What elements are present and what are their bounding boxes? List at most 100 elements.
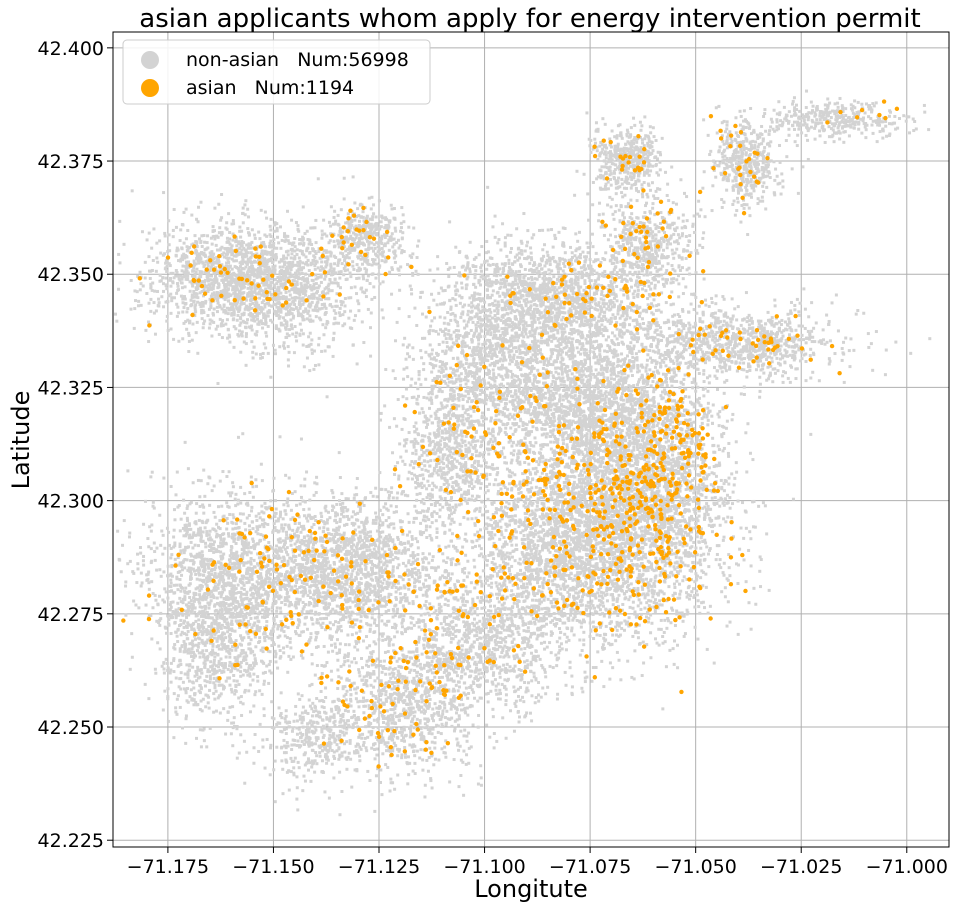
non-asian-point	[590, 232, 594, 236]
non-asian-point	[591, 180, 595, 184]
non-asian-point	[185, 269, 189, 273]
non-asian-point	[538, 228, 542, 232]
non-asian-point	[249, 314, 253, 318]
non-asian-point	[203, 319, 207, 323]
non-asian-point	[374, 224, 378, 228]
non-asian-point	[744, 126, 748, 130]
non-asian-point	[262, 291, 266, 295]
non-asian-point	[722, 142, 726, 146]
non-asian-point	[851, 111, 855, 115]
non-asian-point	[393, 226, 397, 230]
non-asian-point	[283, 232, 287, 236]
non-asian-point	[649, 265, 653, 269]
non-asian-point	[877, 118, 881, 122]
non-asian-point	[257, 320, 261, 324]
non-asian-point	[253, 290, 257, 294]
non-asian-point	[627, 289, 631, 293]
non-asian-point	[329, 224, 333, 228]
non-asian-point	[750, 173, 754, 177]
non-asian-point	[773, 193, 777, 197]
non-asian-point	[251, 246, 255, 250]
non-asian-point	[215, 297, 219, 301]
non-asian-point	[278, 308, 282, 312]
non-asian-point	[217, 294, 221, 298]
non-asian-point	[234, 240, 238, 244]
non-asian-point	[673, 269, 677, 273]
non-asian-point	[308, 305, 312, 309]
non-asian-point	[366, 251, 370, 255]
non-asian-point	[165, 264, 169, 268]
non-asian-point	[256, 271, 260, 275]
non-asian-point	[678, 236, 682, 240]
non-asian-point	[304, 309, 308, 313]
non-asian-point	[218, 226, 222, 230]
non-asian-point	[651, 149, 655, 153]
non-asian-point	[481, 342, 485, 346]
non-asian-point	[249, 326, 253, 330]
non-asian-point	[464, 287, 468, 291]
non-asian-point	[267, 283, 271, 287]
non-asian-point	[766, 174, 770, 178]
non-asian-point	[702, 231, 706, 235]
non-asian-point	[297, 296, 301, 300]
non-asian-point	[671, 252, 675, 256]
non-asian-point	[598, 312, 602, 316]
non-asian-point	[357, 219, 361, 223]
non-asian-point	[301, 332, 305, 336]
non-asian-point	[113, 312, 117, 316]
non-asian-point	[210, 274, 214, 278]
non-asian-point	[256, 317, 260, 321]
non-asian-point	[388, 219, 392, 223]
non-asian-point	[356, 299, 360, 303]
non-asian-point	[369, 326, 373, 330]
non-asian-point	[230, 275, 234, 279]
non-asian-point	[852, 120, 856, 124]
non-asian-point	[224, 264, 228, 268]
non-asian-point	[715, 131, 719, 135]
non-asian-point	[451, 297, 455, 301]
non-asian-point	[838, 96, 842, 100]
non-asian-point	[532, 344, 536, 348]
non-asian-point	[607, 158, 611, 162]
non-asian-point	[778, 181, 782, 185]
non-asian-point	[734, 162, 738, 166]
non-asian-point	[685, 219, 689, 223]
non-asian-point	[266, 311, 270, 315]
non-asian-point	[622, 270, 626, 274]
non-asian-point	[660, 236, 664, 240]
non-asian-point	[639, 128, 643, 132]
non-asian-point	[144, 328, 148, 332]
non-asian-point	[206, 264, 210, 268]
non-asian-point	[328, 277, 332, 281]
non-asian-point	[316, 286, 320, 290]
non-asian-point	[752, 130, 756, 134]
non-asian-point	[266, 278, 270, 282]
non-asian-point	[387, 238, 391, 242]
non-asian-point	[184, 237, 188, 241]
non-asian-point	[190, 293, 194, 297]
non-asian-point	[742, 144, 746, 148]
non-asian-point	[243, 203, 247, 207]
non-asian-point	[653, 213, 657, 217]
non-asian-point	[320, 303, 324, 307]
non-asian-point	[635, 140, 639, 144]
non-asian-point	[340, 243, 344, 247]
non-asian-point	[307, 343, 311, 347]
non-asian-point	[154, 309, 158, 313]
non-asian-point	[637, 270, 641, 274]
non-asian-point	[398, 273, 402, 277]
non-asian-point	[235, 306, 239, 310]
non-asian-point	[615, 134, 619, 138]
non-asian-point	[243, 277, 247, 281]
non-asian-point	[703, 215, 707, 219]
non-asian-point	[247, 308, 251, 312]
non-asian-point	[245, 276, 249, 280]
non-asian-point	[361, 290, 365, 294]
non-asian-point	[642, 273, 646, 277]
non-asian-point	[826, 106, 830, 110]
non-asian-point	[293, 303, 297, 307]
non-asian-point	[310, 296, 314, 300]
non-asian-point	[657, 173, 661, 177]
non-asian-point	[687, 239, 691, 243]
non-asian-point	[286, 249, 290, 253]
